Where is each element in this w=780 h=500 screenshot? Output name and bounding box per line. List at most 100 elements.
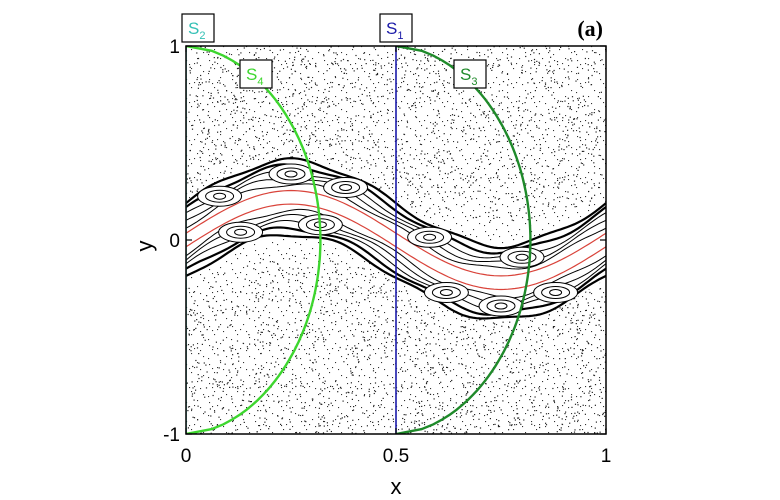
sea-point [587,342,589,344]
sea-point [473,138,475,140]
sea-point [356,347,358,349]
sea-point [519,208,521,210]
sea-point [473,376,475,378]
sea-point [240,111,242,113]
sea-point [513,135,515,137]
sea-point [414,46,416,48]
sea-point [192,416,194,418]
sea-point [265,411,267,413]
sea-point [534,317,536,319]
sea-point [259,341,261,343]
sea-point [329,278,331,280]
sea-point [586,51,588,53]
sea-point [576,175,578,178]
sea-point [249,128,251,130]
sea-point [258,57,260,59]
sea-point [224,272,226,274]
sea-point [538,387,540,389]
sea-point [308,353,310,355]
sea-point [578,104,580,106]
sea-point [196,99,198,101]
sea-point [548,61,550,63]
sea-point [299,286,302,288]
sea-point [363,116,365,118]
sea-point [372,102,374,105]
sea-point [458,192,460,194]
sea-point [288,300,290,302]
sea-point [278,400,280,402]
sea-point [278,289,280,291]
sea-point [190,314,192,316]
sea-point [403,167,405,169]
sea-point [401,299,403,302]
sea-point [551,106,554,108]
sea-point [357,359,359,361]
sea-point [424,69,426,71]
sea-point [236,84,238,86]
sea-point [480,155,482,157]
sea-point [494,203,497,205]
sea-point [187,165,189,167]
sea-point [328,98,330,100]
sea-point [461,102,463,104]
sea-point [353,355,355,357]
sea-point [445,69,447,72]
sea-point [244,278,246,280]
sea-point [223,299,225,301]
sea-point [494,332,496,334]
sea-point [482,152,485,154]
sea-point [470,411,472,413]
sea-point [510,62,512,64]
sea-point [549,50,551,52]
sea-point [401,147,403,150]
sea-point [229,379,231,381]
sea-point [259,372,262,374]
sea-point [547,334,549,336]
sea-point [243,47,245,49]
sea-point [559,358,561,360]
sea-point [425,355,428,357]
sea-point [596,358,598,360]
sea-point [416,412,418,414]
sea-point [589,395,591,397]
sea-point [551,94,553,96]
sea-point [600,306,602,308]
sea-point [498,90,500,92]
sea-point [280,337,282,339]
sea-point [527,219,529,221]
sea-point [454,192,456,194]
sea-point [463,129,465,131]
sea-point [411,166,413,168]
sea-point [434,154,436,156]
sea-point [320,102,322,104]
sea-point [427,59,429,61]
sea-point [451,114,454,116]
sea-point [206,371,208,373]
sea-point [414,420,416,422]
sea-point [399,355,401,357]
sea-point [229,346,231,348]
sea-point [219,162,221,164]
sea-point [269,102,271,104]
sea-point [436,81,438,83]
sea-point [454,427,456,429]
sea-point [217,273,219,276]
sea-point [248,119,250,121]
sea-point [554,182,556,184]
sea-point [199,119,201,121]
sea-point [281,113,283,115]
sea-point [417,358,419,360]
sea-point [577,404,579,406]
sea-point [220,131,222,133]
sea-point [405,290,408,292]
sea-point [543,186,545,188]
sea-point [579,146,581,148]
sea-point [398,155,400,157]
sea-point [373,285,375,287]
sea-point [273,128,275,130]
sea-point [358,322,360,324]
sea-point [439,404,441,407]
sea-point [406,331,408,333]
sea-point [254,383,256,385]
sea-point [301,61,303,63]
